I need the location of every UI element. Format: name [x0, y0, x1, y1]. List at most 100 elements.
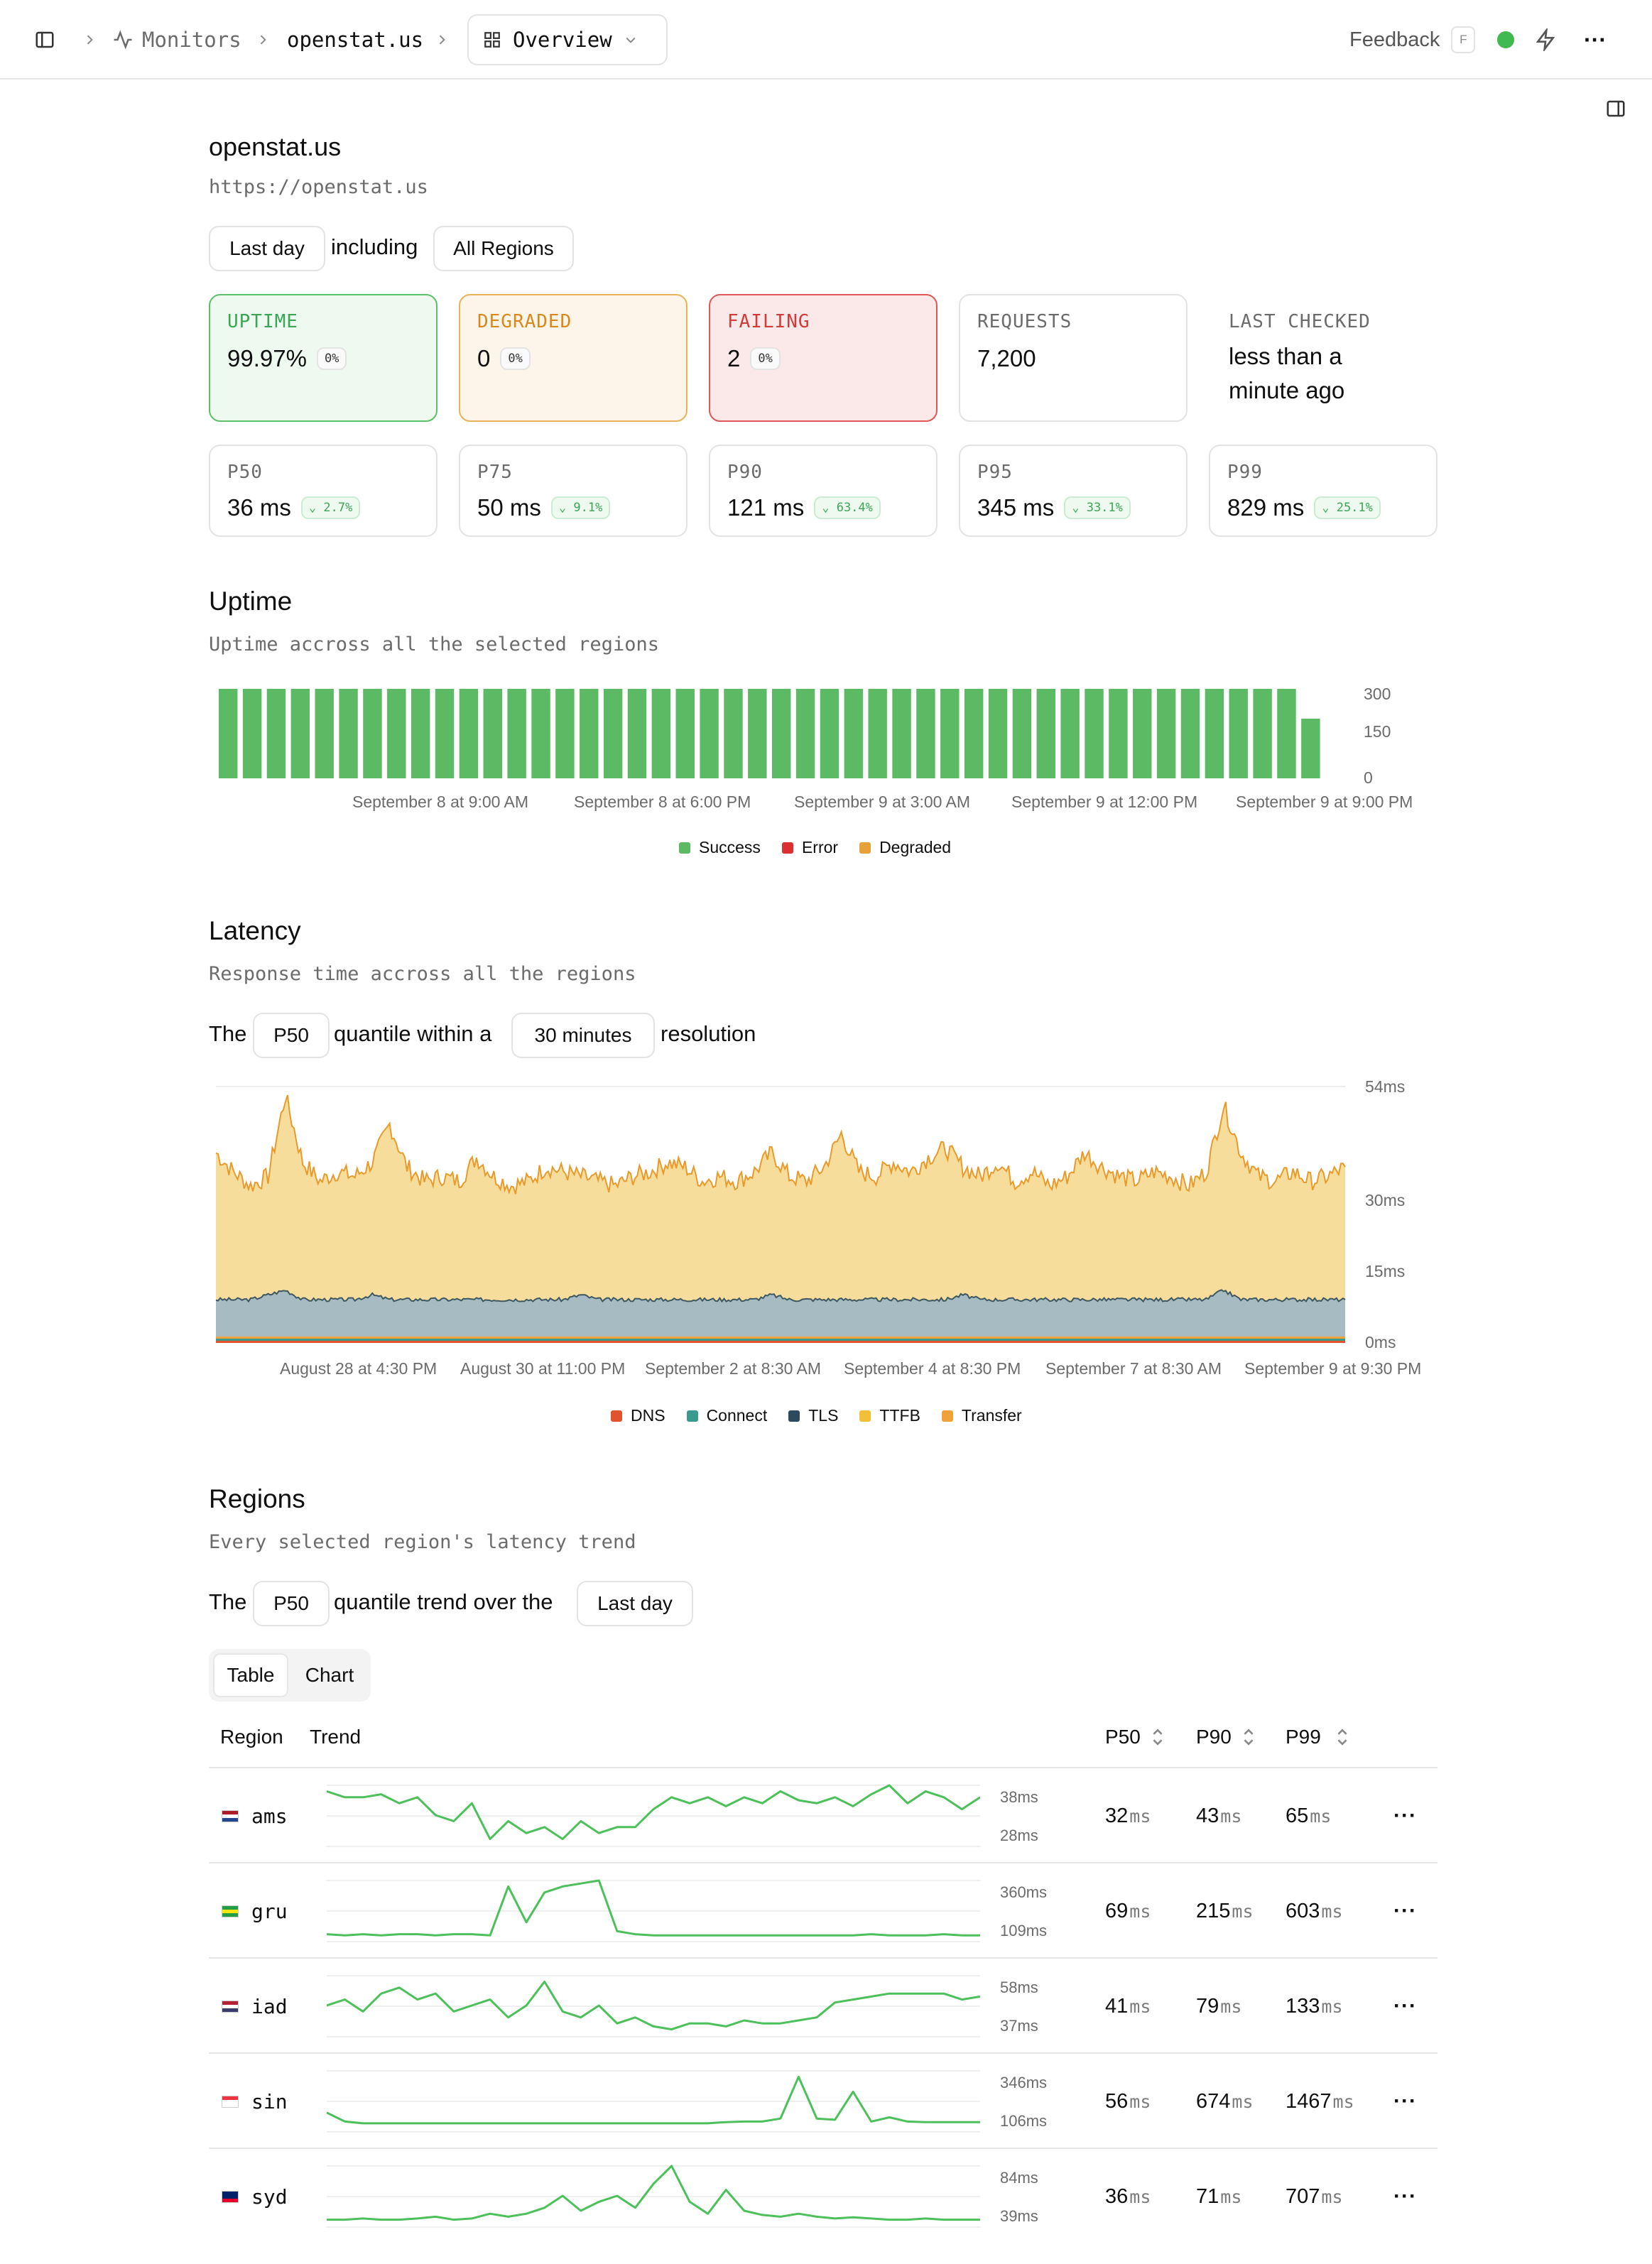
- tab-table[interactable]: Table: [213, 1653, 288, 1697]
- uptime-bar[interactable]: [411, 689, 430, 778]
- table-row[interactable]: sin 346ms 106ms 56 ms 674 ms 1467 ms ···: [209, 2052, 1438, 2149]
- sidebar-toggle-button[interactable]: [34, 0, 55, 80]
- uptime-bar[interactable]: [531, 689, 550, 778]
- p90-cell: 71 ms: [1196, 2184, 1242, 2208]
- uptime-bar[interactable]: [339, 689, 358, 778]
- uptime-bar[interactable]: [483, 689, 502, 778]
- table-row[interactable]: syd 84ms 39ms 36 ms 71 ms 707 ms ···: [209, 2148, 1438, 2244]
- regions-quantile-select[interactable]: P50: [253, 1581, 330, 1626]
- uptime-bar[interactable]: [964, 689, 984, 778]
- uptime-bar[interactable]: [627, 689, 647, 778]
- column-header-p50[interactable]: P50: [1105, 1726, 1165, 1748]
- trend-line: [327, 1879, 980, 1937]
- uptime-bar[interactable]: [772, 689, 791, 778]
- uptime-bar[interactable]: [1277, 689, 1296, 778]
- uptime-bar[interactable]: [459, 689, 479, 778]
- latency-chart[interactable]: 54ms 30ms 15ms 0ms: [209, 1079, 1445, 1349]
- trend-line: [327, 1980, 980, 2031]
- regions-select[interactable]: All Regions: [433, 226, 574, 271]
- uptime-bar[interactable]: [892, 689, 911, 778]
- connect-area[interactable]: [216, 1290, 1345, 1337]
- uptime-bar[interactable]: [1060, 689, 1080, 778]
- legend-item[interactable]: Transfer: [941, 1406, 1022, 1425]
- uptime-bar[interactable]: [555, 689, 575, 778]
- quick-action-button[interactable]: [1534, 0, 1557, 80]
- column-header-p99[interactable]: P99: [1286, 1726, 1349, 1748]
- row-actions-button[interactable]: ···: [1393, 1768, 1417, 1863]
- uptime-bar[interactable]: [1253, 689, 1272, 778]
- latency-resolution-select[interactable]: 30 minutes: [511, 1013, 655, 1058]
- uptime-bar[interactable]: [315, 689, 334, 778]
- legend-item[interactable]: DNS: [611, 1406, 665, 1425]
- legend-item[interactable]: Connect: [686, 1406, 767, 1425]
- legend-item[interactable]: Degraded: [859, 838, 951, 857]
- uptime-bar[interactable]: [1229, 689, 1248, 778]
- uptime-bar[interactable]: [1156, 689, 1176, 778]
- uptime-bar[interactable]: [1036, 689, 1055, 778]
- uptime-bar[interactable]: [242, 689, 262, 778]
- ttfb-area[interactable]: [216, 1095, 1345, 1302]
- legend-item[interactable]: Error: [781, 838, 838, 857]
- uptime-bar[interactable]: [507, 689, 526, 778]
- regions-period-select[interactable]: Last day: [577, 1581, 693, 1626]
- legend-item[interactable]: TLS: [788, 1406, 838, 1425]
- uptime-bar[interactable]: [266, 689, 286, 778]
- latency-quantile-select[interactable]: P50: [253, 1013, 330, 1058]
- uptime-bar[interactable]: [603, 689, 623, 778]
- more-horizontal-icon: ···: [1393, 1899, 1417, 1922]
- row-actions-button[interactable]: ···: [1393, 1959, 1417, 2054]
- uptime-bar[interactable]: [1012, 689, 1032, 778]
- uptime-bar[interactable]: [1205, 689, 1224, 778]
- row-actions-button[interactable]: ···: [1393, 2149, 1417, 2244]
- monitor-url[interactable]: https://openstat.us: [209, 176, 428, 198]
- column-header-p90[interactable]: P90: [1196, 1726, 1256, 1748]
- uptime-bar[interactable]: [1301, 719, 1320, 778]
- uptime-bar[interactable]: [724, 689, 743, 778]
- table-row[interactable]: gru 360ms 109ms 69 ms 215 ms 603 ms ···: [209, 1862, 1438, 1959]
- uptime-bar[interactable]: [1180, 689, 1200, 778]
- uptime-bar[interactable]: [868, 689, 887, 778]
- status-indicator[interactable]: [1497, 0, 1514, 80]
- trend-min-label: 39ms: [1000, 2207, 1038, 2225]
- legend-item[interactable]: Success: [679, 838, 761, 857]
- uptime-bar[interactable]: [435, 689, 455, 778]
- feedback-button[interactable]: Feedback F: [1349, 0, 1476, 80]
- uptime-bar[interactable]: [916, 689, 935, 778]
- tab-chart[interactable]: Chart: [305, 1664, 354, 1686]
- breadcrumb-monitors[interactable]: Monitors: [112, 0, 241, 80]
- uptime-bar[interactable]: [387, 689, 406, 778]
- p50-cell: 32 ms: [1105, 1804, 1151, 1827]
- uptime-bar[interactable]: [795, 689, 815, 778]
- uptime-chart[interactable]: 300 150 0: [209, 668, 1445, 824]
- breadcrumb-monitor[interactable]: openstat.us: [287, 0, 423, 80]
- table-row[interactable]: iad 58ms 37ms 41 ms 79 ms 133 ms ···: [209, 1957, 1438, 2054]
- legend-item[interactable]: TTFB: [859, 1406, 920, 1425]
- uptime-bar[interactable]: [580, 689, 599, 778]
- uptime-bar[interactable]: [675, 689, 695, 778]
- uptime-bar[interactable]: [290, 689, 310, 778]
- uptime-bar[interactable]: [363, 689, 382, 778]
- row-actions-button[interactable]: ···: [1393, 2054, 1417, 2149]
- row-actions-button[interactable]: ···: [1393, 1863, 1417, 1959]
- uptime-bar[interactable]: [1085, 689, 1104, 778]
- latency-subtitle: Response time accross all the regions: [209, 963, 636, 985]
- uptime-bar[interactable]: [940, 689, 960, 778]
- uptime-bar[interactable]: [820, 689, 839, 778]
- more-menu-button[interactable]: ···: [1584, 0, 1607, 80]
- more-horizontal-icon: ···: [1393, 2089, 1417, 2113]
- uptime-bar[interactable]: [700, 689, 719, 778]
- legend-swatch: [859, 842, 871, 854]
- table-row[interactable]: ams 38ms 28ms 32 ms 43 ms 65 ms ···: [209, 1767, 1438, 1863]
- panel-toggle-button[interactable]: [1605, 98, 1626, 123]
- uptime-bar[interactable]: [988, 689, 1008, 778]
- view-selector[interactable]: Overview: [467, 14, 668, 65]
- latency-sentence-2: quantile within a: [334, 1021, 492, 1046]
- uptime-bar[interactable]: [748, 689, 767, 778]
- period-select[interactable]: Last day: [209, 226, 325, 271]
- uptime-bar[interactable]: [651, 689, 671, 778]
- uptime-bar[interactable]: [1109, 689, 1128, 778]
- uptime-bar[interactable]: [844, 689, 864, 778]
- uptime-bar[interactable]: [1133, 689, 1152, 778]
- uptime-bar[interactable]: [219, 689, 238, 778]
- p99-cell: 65 ms: [1286, 1804, 1332, 1827]
